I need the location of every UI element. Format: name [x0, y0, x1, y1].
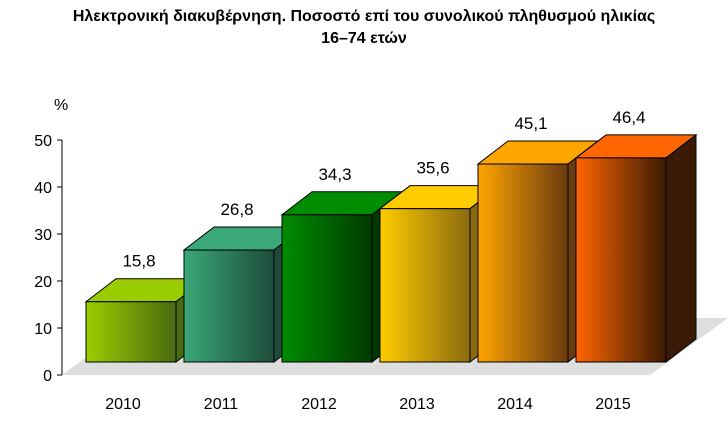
bars — [84, 133, 698, 364]
value-label: 45,1 — [514, 114, 547, 133]
x-axis-labels: 2010 2011 2012 2013 2014 2015 — [105, 396, 631, 413]
bar-front-face — [281, 214, 373, 363]
value-label: 46,4 — [612, 108, 645, 127]
value-labels: 15,8 26,8 34,3 35,6 45,1 46,4 — [122, 108, 645, 271]
x-axis-label: 2014 — [497, 396, 533, 413]
value-label: 34,3 — [318, 165, 351, 184]
bar-front-face — [477, 163, 569, 363]
y-tick-label: 50 — [34, 133, 52, 150]
y-tick-label: 20 — [34, 274, 52, 291]
x-axis-label: 2013 — [399, 396, 435, 413]
value-label: 35,6 — [416, 159, 449, 178]
bar-2015 — [574, 133, 698, 364]
value-label: 15,8 — [122, 252, 155, 271]
bar-front-face — [85, 301, 177, 363]
value-label: 26,8 — [220, 200, 253, 219]
y-tick-label: 40 — [34, 180, 52, 197]
chart-title-line-2: 16–74 ετών — [321, 30, 407, 47]
y-axis-ticks: 0 10 20 30 40 50 — [34, 133, 62, 385]
chart-title: Ηλεκτρονική διακυβέρνηση. Ποσοστό επί το… — [0, 6, 728, 50]
y-tick-label: 30 — [34, 227, 52, 244]
y-tick-label: 10 — [34, 321, 52, 338]
y-axis-unit-label: % — [54, 97, 68, 114]
bar-front-face — [183, 249, 275, 363]
bar-front-face — [575, 157, 667, 363]
chart-title-line-1: Ηλεκτρονική διακυβέρνηση. Ποσοστό επί το… — [72, 8, 656, 25]
x-axis-label: 2012 — [301, 396, 337, 413]
y-tick-label: 0 — [43, 368, 52, 385]
bar-front-face — [379, 208, 471, 363]
x-axis-label: 2011 — [204, 396, 239, 413]
x-axis-label: 2015 — [595, 396, 631, 413]
bar-side-face — [665, 133, 697, 364]
x-axis-label: 2010 — [105, 396, 141, 413]
